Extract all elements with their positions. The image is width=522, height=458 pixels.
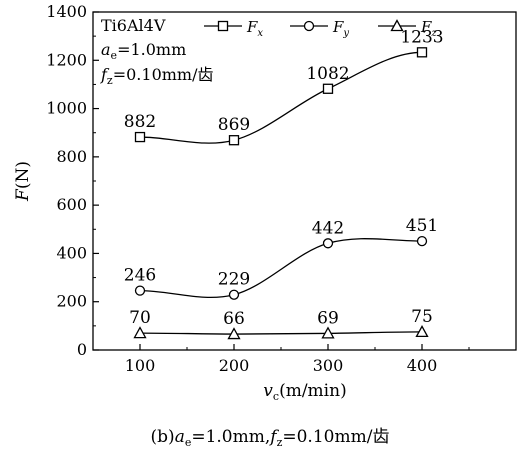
x-tick-label: 300 (313, 356, 344, 375)
legend-marker-fy (303, 20, 315, 32)
data-label-fx: 882 (124, 112, 156, 132)
y-tick-label: 200 (56, 292, 87, 311)
y-tick-label: 1000 (46, 99, 87, 118)
legend-marker-fz (390, 19, 404, 32)
plot-frame (92, 11, 517, 351)
series-curve-fx (139, 51, 423, 144)
y-tick-label: 0 (77, 340, 87, 359)
data-label-fz: 75 (411, 307, 433, 327)
data-point-fy (134, 285, 146, 296)
legend-label-fz: Fz (420, 18, 437, 39)
data-point-fy (322, 238, 334, 249)
condition-fz: fz=0.10mm/齿 (100, 65, 214, 87)
data-labels: 882 869 1082 1233 246 229 442 451 70 66 69 75 (124, 27, 444, 329)
legend-label-fx: Fx (246, 18, 263, 39)
data-label-fy: 451 (406, 216, 438, 236)
y-tick-label: 1200 (46, 50, 87, 69)
data-label-fz: 70 (129, 308, 151, 328)
data-point-fz (415, 325, 429, 338)
data-label-fy: 246 (124, 266, 156, 286)
y-tick-label: 400 (56, 243, 87, 262)
data-point-fy (416, 235, 428, 247)
figure-caption: (b)ae=1.0mm,fz=0.10mm/齿 (151, 427, 390, 449)
condition-ae: ae=1.0mm (101, 40, 186, 62)
data-label-fx: 869 (218, 115, 250, 135)
x-tick-label: 100 (125, 356, 156, 375)
y-axis-label: F(N) (13, 161, 33, 202)
fitted-curves (139, 51, 423, 335)
axes: 0 200 400 600 800 1000 1200 1400 100 200 300 400 (46, 2, 470, 375)
data-label-fy: 442 (312, 218, 344, 238)
data-label-fz: 66 (223, 309, 245, 329)
legend: Fx Fy Fz (204, 18, 437, 39)
x-tick-label: 200 (219, 356, 250, 375)
data-point-fz (321, 326, 335, 339)
data-point-fz (133, 326, 147, 339)
y-tick-label: 800 (56, 147, 87, 166)
data-point-fy (228, 289, 240, 300)
series-curve-fz (139, 331, 423, 335)
legend-marker-fx (217, 20, 229, 32)
series-curve-fy (139, 238, 423, 298)
y-tick-label: 1400 (46, 2, 87, 21)
x-axis-label: vc(m/min) (263, 381, 346, 403)
data-label-fy: 229 (218, 270, 250, 290)
x-tick-label: 400 (407, 356, 438, 375)
data-point-fx (416, 47, 428, 58)
data-label-fx: 1233 (400, 27, 443, 47)
data-label-fz: 69 (317, 308, 339, 328)
data-markers (133, 47, 429, 340)
data-label-fx: 1082 (306, 64, 349, 84)
material-label: Ti6Al4V (101, 16, 166, 35)
data-point-fx (134, 131, 146, 143)
data-point-fx (322, 83, 334, 94)
y-tick-label: 600 (56, 195, 87, 214)
data-point-fx (228, 135, 240, 146)
data-point-fz (227, 327, 241, 340)
legend-label-fy: Fy (332, 18, 349, 39)
